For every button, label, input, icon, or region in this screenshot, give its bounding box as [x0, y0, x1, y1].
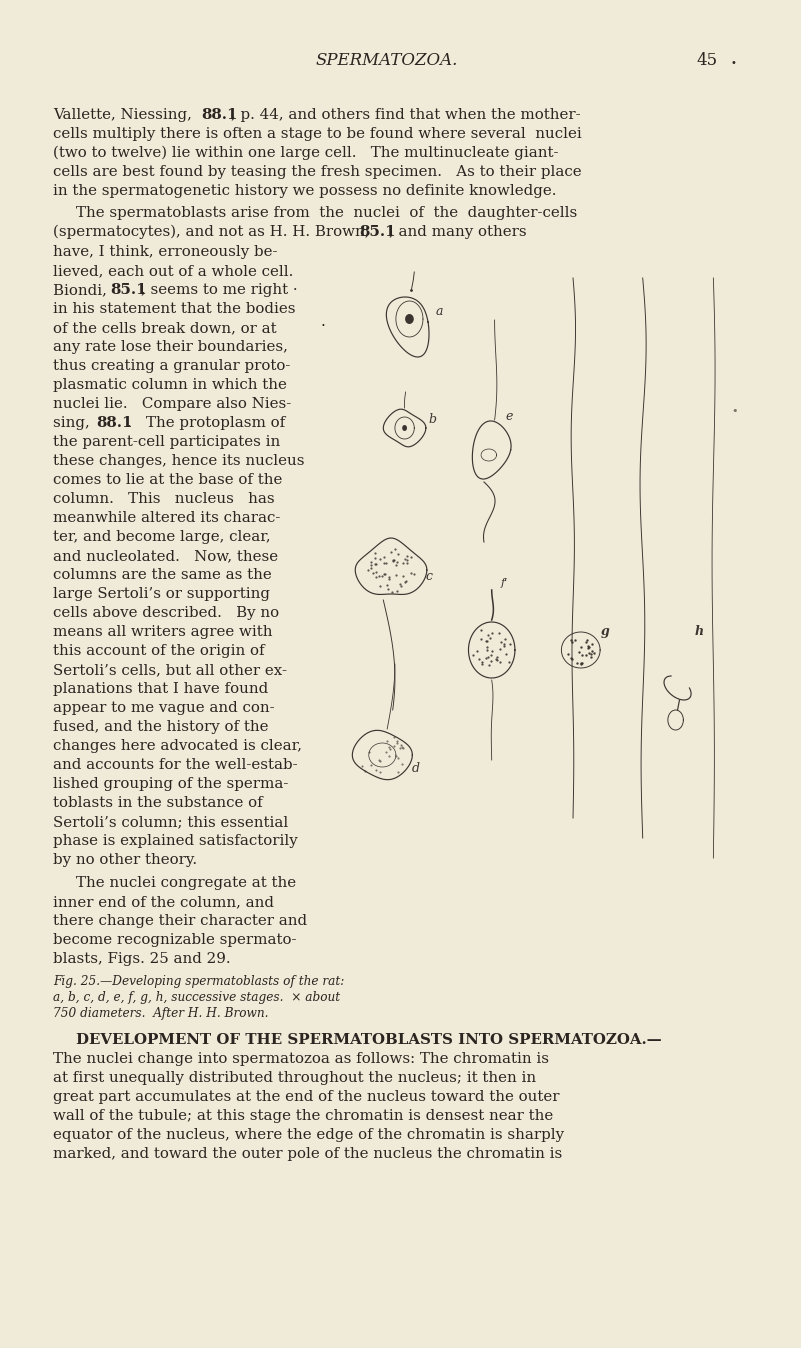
Text: cells above described.   By no: cells above described. By no	[53, 607, 279, 620]
Text: wall of the tubule; at this stage the chromatin is densest near the: wall of the tubule; at this stage the ch…	[53, 1109, 553, 1123]
Text: have, I think, erroneously be-: have, I think, erroneously be-	[53, 245, 277, 259]
Text: fused, and the history of the: fused, and the history of the	[53, 720, 268, 735]
Text: d: d	[412, 762, 420, 775]
Text: great part accumulates at the end of the nucleus toward the outer: great part accumulates at the end of the…	[53, 1091, 559, 1104]
Text: these changes, hence its nucleus: these changes, hence its nucleus	[53, 454, 304, 468]
Text: 85.1: 85.1	[110, 283, 147, 297]
Text: b: b	[429, 412, 437, 426]
Text: equator of the nucleus, where the edge of the chromatin is sharply: equator of the nucleus, where the edge o…	[53, 1128, 564, 1142]
Text: 85.1: 85.1	[360, 225, 396, 239]
Text: g: g	[601, 625, 610, 638]
Text: a: a	[436, 305, 443, 318]
Text: become recognizable spermato-: become recognizable spermato-	[53, 933, 296, 948]
Text: changes here advocated is clear,: changes here advocated is clear,	[53, 739, 302, 754]
Text: Sertoli’s column; this essential: Sertoli’s column; this essential	[53, 816, 288, 829]
Text: means all writers agree with: means all writers agree with	[53, 625, 272, 639]
Text: sing,: sing,	[53, 417, 95, 430]
Text: , seems to me right ·: , seems to me right ·	[141, 283, 298, 297]
Text: ·: ·	[320, 318, 325, 334]
Text: cells are best found by teasing the fresh specimen.   As to their place: cells are best found by teasing the fres…	[53, 164, 582, 179]
Text: f': f'	[501, 578, 508, 588]
Text: •: •	[731, 58, 737, 67]
Text: lieved, each out of a whole cell.: lieved, each out of a whole cell.	[53, 264, 293, 278]
Text: any rate lose their boundaries,: any rate lose their boundaries,	[53, 340, 288, 355]
Text: , p. 44, and others find that when the mother-: , p. 44, and others find that when the m…	[231, 108, 581, 123]
Text: 750 diameters.  After H. H. Brown.: 750 diameters. After H. H. Brown.	[53, 1007, 268, 1020]
Text: large Sertoli’s or supporting: large Sertoli’s or supporting	[53, 586, 270, 601]
Text: The nuclei change into spermatozoa as follows: The chromatin is: The nuclei change into spermatozoa as fo…	[53, 1051, 549, 1066]
Text: , and many others: , and many others	[389, 225, 527, 239]
Text: cells multiply there is often a stage to be found where several  nuclei: cells multiply there is often a stage to…	[53, 127, 582, 142]
Text: marked, and toward the outer pole of the nucleus the chromatin is: marked, and toward the outer pole of the…	[53, 1147, 562, 1161]
Text: Biondi,: Biondi,	[53, 283, 111, 297]
Text: blasts, Figs. 25 and 29.: blasts, Figs. 25 and 29.	[53, 952, 231, 967]
Text: by no other theory.: by no other theory.	[53, 853, 197, 867]
Text: Fig. 25.—Developing spermatoblasts of the rat:: Fig. 25.—Developing spermatoblasts of th…	[53, 975, 344, 988]
Text: thus creating a granular proto-: thus creating a granular proto-	[53, 359, 290, 373]
Text: phase is explained satisfactorily: phase is explained satisfactorily	[53, 834, 297, 848]
Text: e: e	[505, 410, 513, 423]
Text: comes to lie at the base of the: comes to lie at the base of the	[53, 473, 282, 487]
Text: and nucleolated.   Now, these: and nucleolated. Now, these	[53, 549, 278, 563]
Text: toblasts in the substance of: toblasts in the substance of	[53, 797, 263, 810]
Text: there change their character and: there change their character and	[53, 914, 307, 927]
Text: appear to me vague and con-: appear to me vague and con-	[53, 701, 275, 714]
Text: in his statement that the bodies: in his statement that the bodies	[53, 302, 296, 315]
Text: •: •	[732, 406, 739, 417]
Text: 45: 45	[697, 53, 718, 69]
Text: c: c	[426, 570, 433, 582]
Text: planations that I have found: planations that I have found	[53, 682, 268, 696]
Text: inner end of the column, and: inner end of the column, and	[53, 895, 274, 909]
Text: (spermatocytes), and not as H. H. Brown,: (spermatocytes), and not as H. H. Brown,	[53, 225, 374, 240]
Text: .   The protoplasm of: . The protoplasm of	[127, 417, 285, 430]
Text: the parent-cell participates in: the parent-cell participates in	[53, 435, 280, 449]
Text: a, b, c, d, e, f, g, h, successive stages.  × about: a, b, c, d, e, f, g, h, successive stage…	[53, 991, 340, 1004]
Text: SPERMATOZOA.: SPERMATOZOA.	[316, 53, 458, 69]
Text: at first unequally distributed throughout the nucleus; it then in: at first unequally distributed throughou…	[53, 1072, 536, 1085]
Text: (two to twelve) lie within one large cell.   The multinucleate giant-: (two to twelve) lie within one large cel…	[53, 146, 558, 160]
Text: ter, and become large, clear,: ter, and become large, clear,	[53, 530, 271, 545]
Text: column.   This   nucleus   has: column. This nucleus has	[53, 492, 275, 506]
Text: The nuclei congregate at the: The nuclei congregate at the	[76, 876, 296, 890]
Text: 88.1: 88.1	[96, 417, 132, 430]
Text: plasmatic column in which the: plasmatic column in which the	[53, 377, 287, 392]
Text: columns are the same as the: columns are the same as the	[53, 568, 272, 582]
Text: h: h	[695, 625, 704, 638]
Text: DEVELOPMENT OF THE SPERMATOBLASTS INTO SPERMATOZOA.—: DEVELOPMENT OF THE SPERMATOBLASTS INTO S…	[76, 1033, 662, 1047]
Text: nuclei lie.   Compare also Nies-: nuclei lie. Compare also Nies-	[53, 398, 291, 411]
Text: in the spermatogenetic history we possess no definite knowledge.: in the spermatogenetic history we posses…	[53, 183, 556, 198]
Text: of the cells break down, or at: of the cells break down, or at	[53, 321, 276, 336]
Ellipse shape	[402, 425, 407, 431]
Text: The spermatoblasts arise from  the  nuclei  of  the  daughter-cells: The spermatoblasts arise from the nuclei…	[76, 206, 578, 220]
Text: lished grouping of the sperma-: lished grouping of the sperma-	[53, 776, 288, 791]
Text: Sertoli’s cells, but all other ex-: Sertoli’s cells, but all other ex-	[53, 663, 287, 677]
Text: this account of the origin of: this account of the origin of	[53, 644, 264, 658]
Ellipse shape	[405, 314, 414, 324]
Text: Vallette, Niessing,: Vallette, Niessing,	[53, 108, 196, 123]
Text: and accounts for the well-estab-: and accounts for the well-estab-	[53, 758, 297, 772]
Text: 88.1: 88.1	[202, 108, 238, 123]
Text: meanwhile altered its charac-: meanwhile altered its charac-	[53, 511, 280, 524]
